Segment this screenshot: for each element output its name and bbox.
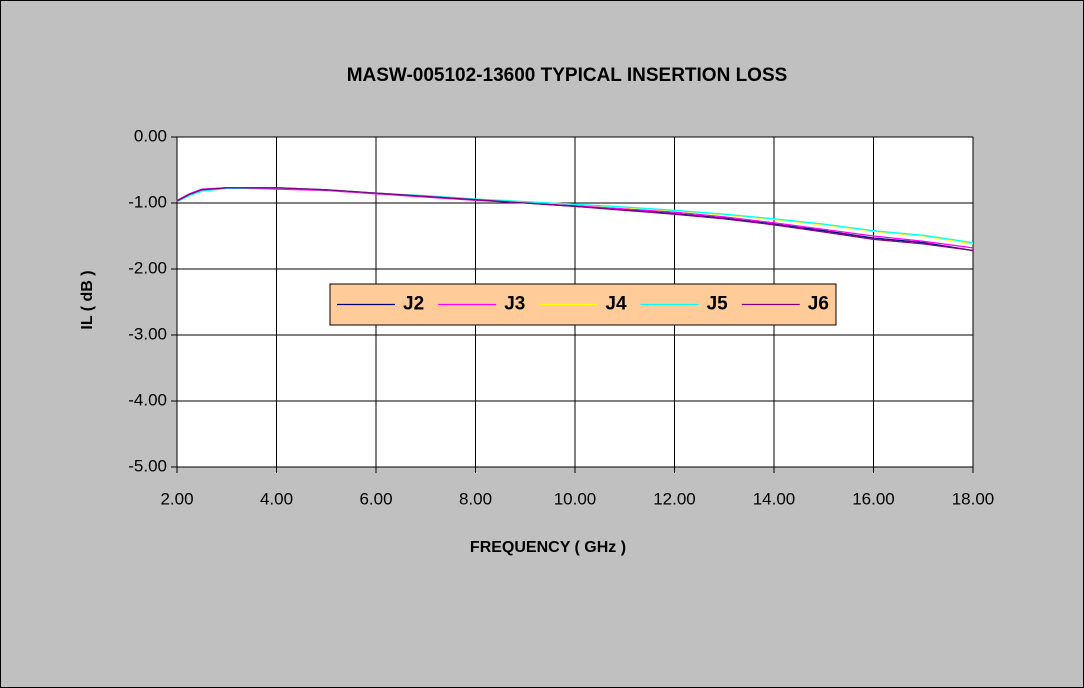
x-tick-label: 16.00 — [852, 489, 895, 508]
y-axis-label: IL ( dB ) — [79, 270, 96, 329]
y-tick-label: -1.00 — [128, 192, 167, 211]
x-tick-label: 12.00 — [653, 489, 696, 508]
y-tick-label: -5.00 — [128, 456, 167, 475]
y-tick-label: -2.00 — [128, 258, 167, 277]
x-tick-label: 6.00 — [359, 489, 392, 508]
y-tick-label: 0.00 — [134, 126, 167, 145]
legend-label: J4 — [605, 294, 627, 315]
legend-label: J3 — [504, 294, 525, 315]
y-tick-label: -3.00 — [128, 324, 167, 343]
legend-label: J6 — [808, 294, 829, 315]
series-line — [176, 187, 974, 252]
x-axis-label: FREQUENCY ( GHz ) — [470, 539, 626, 556]
series-line — [176, 187, 974, 244]
x-tick-label: 10.00 — [554, 489, 597, 508]
chart-title: MASW-005102-13600 TYPICAL INSERTION LOSS — [347, 65, 788, 86]
y-tick-label: -4.00 — [128, 390, 167, 409]
x-tick-label: 14.00 — [753, 489, 796, 508]
x-tick-label: 8.00 — [459, 489, 492, 508]
legend-label: J5 — [707, 294, 729, 315]
x-tick-label: 2.00 — [160, 489, 193, 508]
legend-label: J2 — [403, 294, 424, 315]
x-tick-label: 18.00 — [952, 489, 995, 508]
x-tick-label: 4.00 — [260, 489, 293, 508]
